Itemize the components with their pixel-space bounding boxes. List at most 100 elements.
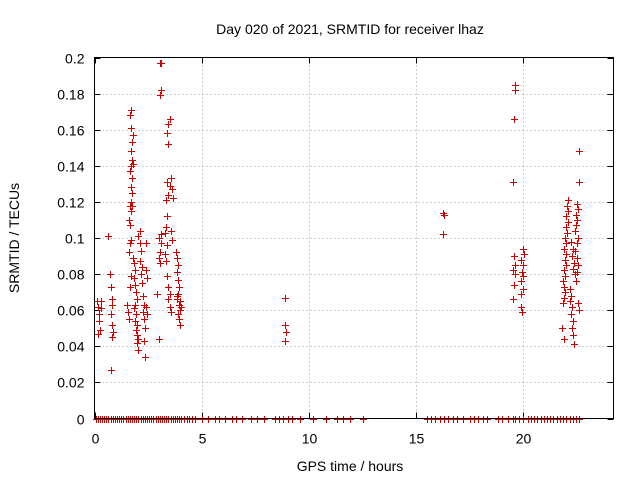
data-point: [564, 230, 571, 237]
data-point: [248, 416, 255, 423]
data-point: [137, 258, 144, 265]
y-tick-label: 0.18: [57, 87, 84, 103]
data-point: [134, 332, 141, 339]
data-point: [510, 267, 517, 274]
data-point: [254, 416, 261, 423]
data-point: [561, 267, 568, 274]
data-point: [133, 289, 140, 296]
y-tick-label: 0.06: [57, 303, 84, 319]
data-point: [141, 338, 148, 345]
data-point: [561, 246, 568, 253]
data-point: [135, 233, 142, 240]
data-point: [562, 273, 569, 280]
data-point: [176, 316, 183, 323]
data-point: [165, 284, 172, 291]
data-point: [519, 269, 526, 276]
data-point: [131, 275, 138, 282]
data-point: [563, 262, 570, 269]
data-point: [440, 231, 447, 238]
data-point: [519, 309, 526, 316]
data-point: [573, 278, 580, 285]
data-point: [575, 206, 582, 213]
data-point: [562, 235, 569, 242]
data-point: [109, 334, 116, 341]
data-point: [164, 273, 171, 280]
data-point: [132, 282, 139, 289]
data-point: [128, 125, 135, 132]
data-point: [158, 87, 165, 94]
data-point: [573, 212, 580, 219]
data-point: [192, 416, 199, 423]
data-point: [105, 233, 112, 240]
data-point: [134, 296, 141, 303]
data-point: [175, 311, 182, 318]
data-point: [162, 230, 169, 237]
data-point: [559, 325, 566, 332]
x-tick-label: 15: [409, 431, 425, 447]
data-point: [127, 284, 134, 291]
data-point: [460, 416, 467, 423]
data-point: [518, 304, 525, 311]
data-point: [574, 255, 581, 262]
data-point: [574, 269, 581, 276]
data-point: [282, 322, 289, 329]
x-tick-label: 5: [199, 431, 207, 447]
y-tick-label: 0.14: [57, 159, 84, 175]
data-point: [560, 300, 567, 307]
data-point: [108, 284, 115, 291]
data-point: [510, 179, 517, 186]
data-point: [126, 217, 133, 224]
data-point: [174, 255, 181, 262]
data-point: [107, 271, 114, 278]
data-point: [140, 309, 147, 316]
data-point: [141, 316, 148, 323]
data-point: [574, 240, 581, 247]
data-point: [108, 311, 115, 318]
data-point: [127, 240, 134, 247]
data-point: [168, 175, 175, 182]
data-point: [95, 304, 102, 311]
data-point: [157, 249, 164, 256]
data-point: [134, 340, 141, 347]
data-point: [167, 116, 174, 123]
data-point: [567, 298, 574, 305]
data-point: [130, 255, 137, 262]
data-point: [289, 416, 296, 423]
data-point: [177, 298, 184, 305]
data-point: [135, 347, 142, 354]
data-point: [157, 260, 164, 267]
data-point: [137, 228, 144, 235]
data-point: [139, 280, 146, 287]
y-tick-label: 0.2: [65, 51, 85, 67]
data-point: [174, 269, 181, 276]
data-point: [138, 271, 145, 278]
axes: 0 0.02 0.04 0.06 0.08 0.1 0.12 0.14 0.16 0.18 0.2 0…: [57, 51, 614, 447]
data-point: [563, 251, 570, 258]
data-point: [156, 336, 163, 343]
data-point: [561, 284, 568, 291]
data-point: [512, 262, 519, 269]
data-point: [261, 416, 268, 423]
y-tick-label: 0.16: [57, 123, 84, 139]
data-point: [164, 179, 171, 186]
data-point: [575, 262, 582, 269]
y-tick-label: 0.08: [57, 267, 84, 283]
data-point: [565, 208, 572, 215]
data-point: [334, 416, 341, 423]
data-point: [572, 228, 579, 235]
data-point: [568, 311, 575, 318]
data-point: [575, 235, 582, 242]
data-point: [570, 266, 577, 273]
data-point: [138, 248, 145, 255]
data-point: [164, 213, 171, 220]
data-point: [156, 235, 163, 242]
data-point: [174, 293, 181, 300]
data-point: [573, 222, 580, 229]
data-point: [128, 199, 135, 206]
data-point: [169, 237, 176, 244]
data-point: [484, 416, 491, 423]
y-tick-label: 0.02: [57, 375, 84, 391]
data-point: [561, 336, 568, 343]
y-tick-label: 0: [77, 412, 85, 428]
data-point: [129, 157, 136, 164]
